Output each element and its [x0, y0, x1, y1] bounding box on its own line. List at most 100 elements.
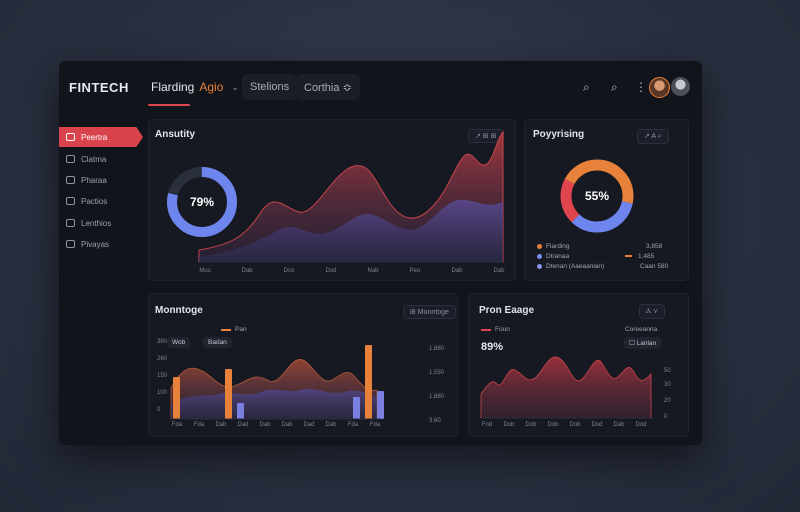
card-title: Monntoge	[155, 305, 203, 316]
tab-accent-label: Agio	[199, 80, 224, 94]
donut-segment-blue	[560, 159, 634, 233]
card-tools[interactable]: ↗ ⊞ ⊞	[468, 129, 504, 143]
avatar[interactable]	[649, 77, 670, 98]
tick-label: 380	[157, 339, 168, 345]
monitoring-card: Monntoge ⊞ Monntoge Pan Wob Badan	[148, 293, 458, 437]
sidebar-item-peertra[interactable]: Peertra	[59, 127, 143, 147]
sidebar-item-label: Clatma	[81, 154, 107, 164]
tick-label: Fda	[369, 422, 381, 428]
tick-label: 0	[664, 414, 668, 420]
legend-swatch	[537, 254, 542, 259]
forecast-chart	[480, 356, 655, 419]
wallet-icon	[66, 155, 75, 163]
tick-label: Dab	[613, 422, 625, 428]
bar	[353, 397, 360, 419]
portfolio-card: Poyyrising ↗ A ⌕ 55% Flarding Dtranaa Dt…	[524, 119, 689, 281]
legend-swatch	[221, 328, 231, 331]
legend-swatch	[537, 264, 542, 269]
tab-flarding[interactable]: Flarding Agio ⌄	[143, 74, 247, 100]
donut-segment-red	[560, 159, 634, 233]
legend-value: 1,485	[638, 253, 655, 260]
dashboard-window: FINTECH Flarding Agio ⌄ Stelions Corthia…	[59, 61, 702, 445]
legend-item: Flarding	[537, 243, 569, 250]
chevron-down-icon: ⌄	[231, 81, 239, 92]
tick-label: 1,550	[429, 370, 445, 376]
search-icon-2[interactable]: ⌕	[611, 80, 618, 94]
bar	[225, 369, 232, 419]
sidebar-item-label: Pactios	[81, 196, 108, 206]
tick-label: Dab	[259, 422, 271, 428]
legend-label: Dtranaa	[546, 253, 570, 260]
tick-label: Dob	[569, 422, 581, 428]
tab-stelions[interactable]: Stelions	[242, 74, 298, 100]
active-tab-indicator	[148, 104, 190, 106]
brand-logo: FINTECH	[69, 80, 129, 95]
document-icon	[66, 219, 75, 227]
forecast-card: Pron Eaage Ⲁ ⋎ Foun 89% Coreeanna ☐ Lanl…	[468, 293, 689, 437]
top-bar: FINTECH Flarding Agio ⌄ Stelions Corthia…	[59, 61, 702, 115]
card-tools[interactable]: Ⲁ ⋎	[639, 304, 666, 319]
tick-label: 100	[157, 390, 168, 396]
search-icon[interactable]: ⌕	[583, 80, 590, 94]
sidebar-item-pivayas[interactable]: Pivayas	[59, 234, 143, 254]
card-title: Poyyrising	[533, 129, 585, 140]
filter-pill[interactable]: Wob	[167, 337, 191, 348]
card-title: Pron Eaage	[479, 305, 535, 316]
bar	[173, 377, 180, 419]
tick-label: 150	[157, 373, 168, 379]
tab-label: Corthia ≎	[304, 81, 352, 94]
area-series-purple	[199, 199, 503, 262]
sidebar-item-label: Pivayas	[81, 239, 110, 249]
legend-swatch	[481, 328, 491, 331]
card-icon	[66, 197, 75, 205]
tick-label: Dad	[303, 422, 315, 428]
area-series-indigo	[171, 389, 377, 419]
tick-label: Nab	[367, 268, 379, 274]
avatar-secondary[interactable]	[671, 77, 690, 96]
tick-label: Dob	[547, 422, 559, 428]
donut-progress-arc	[167, 167, 237, 237]
card-tools[interactable]: ↗ A ⌕	[637, 129, 669, 144]
legend-value-line: 1,485	[625, 253, 654, 260]
tick-label: 3,60	[429, 418, 441, 424]
dashboard-icon	[66, 133, 75, 141]
bar-series	[173, 345, 384, 419]
tick-label: Dab	[215, 422, 227, 428]
tick-label: 50	[664, 368, 671, 374]
legend-label: Flarding	[546, 243, 570, 250]
tick-label: Dob	[525, 422, 537, 428]
tab-label: Flarding	[151, 80, 195, 94]
tick-label: Dab	[281, 422, 293, 428]
sidebar-item-label: Peertra	[81, 132, 108, 142]
card-title: Ansutity	[155, 129, 195, 140]
tick-label: Fnd	[481, 422, 493, 428]
tick-label: 30	[664, 382, 671, 388]
more-icon[interactable]: ⋮	[635, 80, 647, 94]
portfolio-donut: 55%	[560, 159, 634, 233]
donut-percent: 79%	[190, 195, 214, 209]
donut-percent: 55%	[585, 189, 609, 203]
tick-label: Dod	[635, 422, 647, 428]
tick-label: Dob	[503, 422, 515, 428]
area-series-red	[480, 356, 652, 419]
tick-label: Dod	[325, 268, 337, 274]
tick-label: Dab	[325, 422, 337, 428]
sidebar-item-pharaa[interactable]: Pharaa	[59, 170, 143, 190]
donut-segment-orange-2	[560, 159, 634, 233]
sidebar-item-clatma[interactable]: Clatma	[59, 149, 143, 169]
bar	[365, 345, 372, 419]
sidebar-item-lenthios[interactable]: Lenthios	[59, 213, 143, 233]
filter-pill[interactable]: Badan	[203, 337, 232, 348]
card-tools[interactable]: ⊞ Monntoge	[403, 305, 456, 319]
sidebar-item-label: Pharaa	[81, 175, 107, 185]
legend-value: Caan 580	[640, 263, 669, 270]
sidebar-item-pactios[interactable]: Pactios	[59, 191, 143, 211]
legend-item: Foun	[481, 326, 510, 333]
legend-swatch	[537, 244, 542, 249]
tick-label: 0	[157, 407, 161, 413]
tick-label: Dad	[237, 422, 249, 428]
filter-pill[interactable]: ☐ Lanlan	[624, 337, 662, 349]
tab-corthia[interactable]: Corthia ≎	[296, 74, 360, 100]
analytics-chart: 79%	[167, 130, 504, 263]
forecast-percent: 89%	[481, 341, 504, 353]
